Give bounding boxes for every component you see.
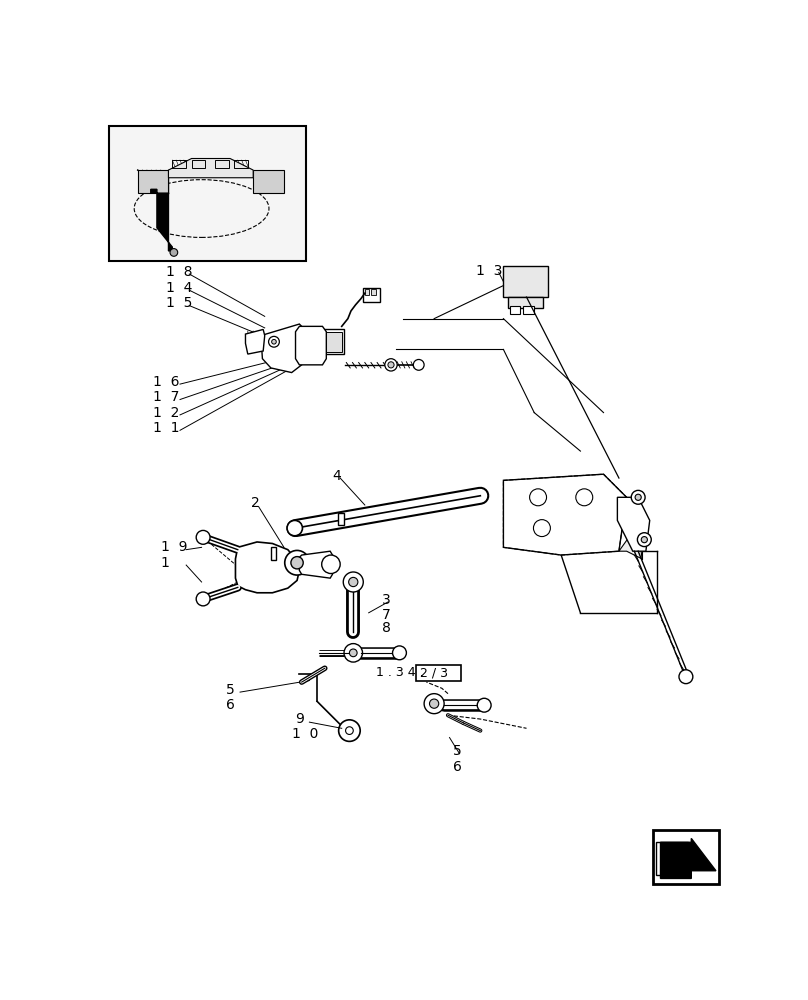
Text: 1  9: 1 9 <box>161 540 187 554</box>
Bar <box>508 297 544 308</box>
Polygon shape <box>660 838 716 878</box>
Bar <box>510 306 520 314</box>
Text: 1  7: 1 7 <box>153 390 179 404</box>
Circle shape <box>196 592 210 606</box>
Polygon shape <box>137 170 169 193</box>
Polygon shape <box>300 551 332 578</box>
Polygon shape <box>338 513 344 525</box>
Text: 1  5: 1 5 <box>166 296 192 310</box>
Bar <box>322 329 344 354</box>
Circle shape <box>388 362 394 368</box>
Bar <box>364 288 381 302</box>
Text: 8: 8 <box>381 621 390 635</box>
Text: 3: 3 <box>381 593 390 607</box>
Circle shape <box>631 490 645 504</box>
Text: 1  3: 1 3 <box>476 264 502 278</box>
Circle shape <box>344 644 363 662</box>
Text: 9: 9 <box>296 712 305 726</box>
Circle shape <box>268 336 280 347</box>
Circle shape <box>322 555 340 574</box>
Polygon shape <box>246 329 265 354</box>
Circle shape <box>424 694 444 714</box>
Circle shape <box>679 670 692 684</box>
Circle shape <box>271 339 276 344</box>
Text: 6: 6 <box>226 698 235 712</box>
Circle shape <box>343 572 364 592</box>
Text: 5: 5 <box>453 744 462 758</box>
Text: 1  8: 1 8 <box>166 265 192 279</box>
Polygon shape <box>253 170 284 193</box>
Polygon shape <box>503 474 627 555</box>
Text: 7: 7 <box>381 608 390 622</box>
Text: 1  1: 1 1 <box>153 421 179 435</box>
Text: 6: 6 <box>453 760 462 774</box>
Polygon shape <box>271 547 276 560</box>
Text: 1: 1 <box>161 556 170 570</box>
Text: 1  4: 1 4 <box>166 281 192 295</box>
Polygon shape <box>656 842 688 875</box>
Polygon shape <box>619 524 642 559</box>
Polygon shape <box>296 326 326 365</box>
Text: 2: 2 <box>250 496 259 510</box>
Polygon shape <box>151 189 172 251</box>
Bar <box>365 289 369 295</box>
Circle shape <box>291 557 303 569</box>
Circle shape <box>385 359 398 371</box>
Circle shape <box>284 550 309 575</box>
Circle shape <box>170 249 178 256</box>
Text: 1  2: 1 2 <box>153 406 179 420</box>
Circle shape <box>642 537 647 543</box>
Text: 1 . 3 4 .: 1 . 3 4 . <box>377 666 424 679</box>
Text: 4: 4 <box>332 469 341 483</box>
Bar <box>653 830 719 884</box>
Polygon shape <box>617 497 650 551</box>
Circle shape <box>393 646 406 660</box>
Polygon shape <box>169 158 253 178</box>
Circle shape <box>638 533 651 547</box>
Bar <box>324 332 343 352</box>
Circle shape <box>349 649 357 657</box>
Circle shape <box>635 494 642 500</box>
Bar <box>524 306 534 314</box>
Circle shape <box>478 698 491 712</box>
Circle shape <box>430 699 439 708</box>
Circle shape <box>348 577 358 587</box>
Text: 1  0: 1 0 <box>292 727 319 741</box>
Bar <box>503 266 548 297</box>
Text: 1  6: 1 6 <box>153 375 179 389</box>
Polygon shape <box>261 324 303 373</box>
Bar <box>416 665 461 681</box>
Circle shape <box>287 520 302 536</box>
Bar <box>371 289 376 295</box>
Polygon shape <box>235 542 300 593</box>
Text: 2 / 3: 2 / 3 <box>420 666 448 679</box>
Bar <box>109 126 305 261</box>
Text: 5: 5 <box>226 683 235 697</box>
Circle shape <box>196 530 210 544</box>
Circle shape <box>414 359 424 370</box>
